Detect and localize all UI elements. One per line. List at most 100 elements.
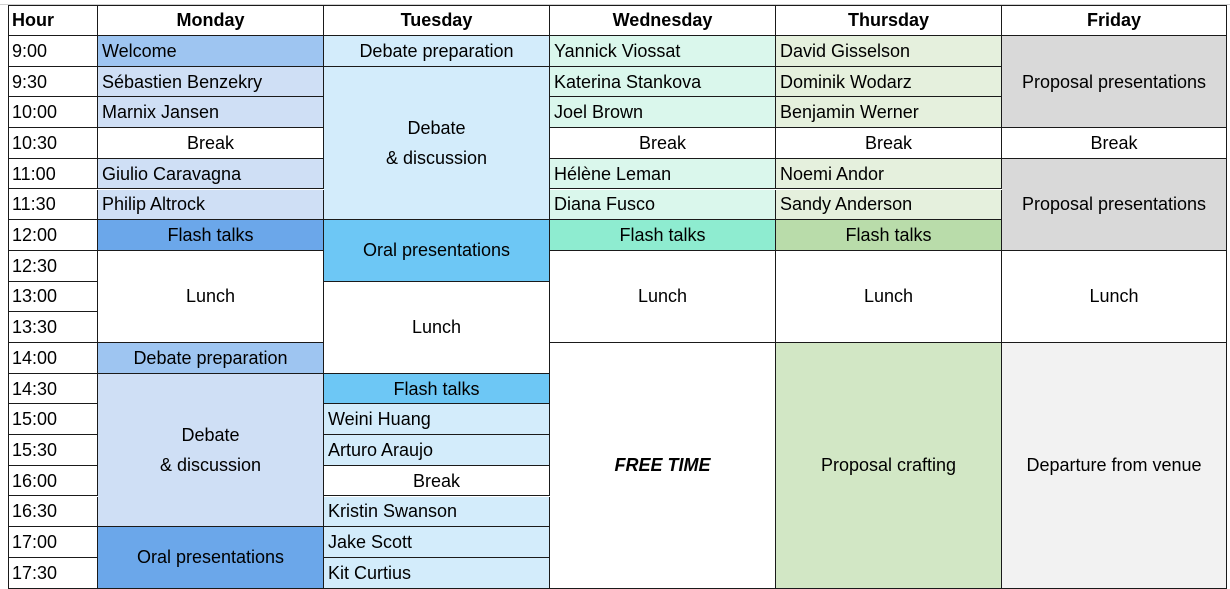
schedule-cell-tuesday-text: Debate preparation bbox=[359, 40, 514, 61]
schedule-cell-monday-text: Debate & discussion bbox=[159, 424, 262, 475]
schedule-cell-thursday[interactable]: David Gisselson bbox=[776, 36, 1002, 67]
schedule-cell-monday-text: Break bbox=[186, 132, 235, 153]
column-header-tuesday-text: Tuesday bbox=[400, 10, 473, 30]
frame-left-line bbox=[8, 5, 9, 589]
schedule-cell-tuesday[interactable]: Jake Scott bbox=[324, 527, 550, 558]
schedule-cell-wednesday-text: Lunch bbox=[637, 286, 688, 307]
schedule-cell-monday[interactable]: Marnix Jansen bbox=[98, 97, 324, 129]
schedule-cell-friday-text: Lunch bbox=[1089, 286, 1139, 307]
schedule-cell-tuesday[interactable]: Flash talks bbox=[324, 373, 550, 405]
schedule-cell-friday[interactable]: Proposal presentations bbox=[1002, 158, 1227, 251]
schedule-cell-monday[interactable]: Welcome bbox=[98, 36, 324, 67]
schedule-cell-friday[interactable]: Break bbox=[1002, 128, 1227, 159]
schedule-cell-tuesday-text: Flash talks bbox=[393, 378, 480, 399]
schedule-cell-wednesday[interactable]: Flash talks bbox=[550, 220, 776, 251]
schedule-cell-tuesday[interactable]: Kristin Swanson bbox=[324, 496, 550, 528]
schedule-cell-tuesday[interactable]: Kit Curtius bbox=[324, 557, 550, 589]
hour-label: 12:00 bbox=[8, 220, 98, 251]
schedule-cell-wednesday[interactable]: Hélène Leman bbox=[550, 158, 776, 190]
hour-label: 17:00 bbox=[8, 527, 98, 558]
schedule-cell-monday-text: Flash talks bbox=[167, 225, 254, 246]
schedule-cell-thursday[interactable]: Sandy Anderson bbox=[776, 189, 1002, 221]
schedule-cell-tuesday[interactable]: Break bbox=[324, 465, 550, 497]
schedule-cell-monday[interactable]: Sébastien Benzekry bbox=[98, 66, 324, 98]
schedule-cell-thursday-text: David Gisselson bbox=[780, 40, 911, 61]
column-header-thursday: Thursday bbox=[776, 5, 1002, 36]
schedule-cell-thursday-text: Flash talks bbox=[845, 225, 932, 246]
schedule-cell-wednesday[interactable]: Katerina Stankova bbox=[550, 66, 776, 98]
schedule-cell-thursday[interactable]: Break bbox=[776, 128, 1002, 159]
schedule-cell-tuesday[interactable]: Weini Huang bbox=[324, 404, 550, 436]
schedule-cell-monday-text: Marnix Jansen bbox=[102, 102, 220, 123]
hour-label: 9:00 bbox=[8, 36, 98, 67]
schedule-cell-monday[interactable]: Debate & discussion bbox=[98, 373, 324, 528]
hour-label-text: 16:30 bbox=[12, 501, 58, 522]
schedule-cell-thursday[interactable]: Dominik Wodarz bbox=[776, 66, 1002, 98]
schedule-cell-tuesday[interactable]: Debate preparation bbox=[324, 36, 550, 67]
schedule-cell-monday[interactable]: Lunch bbox=[98, 250, 324, 343]
hour-label-text: 10:30 bbox=[12, 132, 58, 153]
schedule-cell-thursday-text: Sandy Anderson bbox=[780, 194, 913, 215]
schedule-cell-wednesday[interactable]: Break bbox=[550, 128, 776, 159]
schedule-cell-thursday-text: Dominik Wodarz bbox=[780, 71, 912, 92]
schedule-cell-wednesday[interactable]: Diana Fusco bbox=[550, 189, 776, 221]
hour-label-text: 12:30 bbox=[12, 255, 58, 276]
schedule-cell-thursday[interactable]: Noemi Andor bbox=[776, 158, 1002, 190]
schedule-cell-wednesday[interactable]: Joel Brown bbox=[550, 97, 776, 129]
hour-label-text: 11:00 bbox=[12, 163, 56, 184]
schedule-cell-wednesday[interactable]: FREE TIME bbox=[550, 343, 776, 589]
hour-label-text: 17:00 bbox=[12, 532, 58, 553]
column-header-monday-text: Monday bbox=[176, 10, 245, 30]
schedule-cell-thursday[interactable]: Proposal crafting bbox=[776, 343, 1002, 589]
schedule-cell-tuesday-text: Lunch bbox=[411, 317, 462, 338]
schedule-cell-friday[interactable]: Proposal presentations bbox=[1002, 36, 1227, 129]
schedule-cell-wednesday-text: Katerina Stankova bbox=[554, 71, 702, 92]
hour-label: 15:00 bbox=[8, 404, 98, 436]
schedule-cell-monday[interactable]: Flash talks bbox=[98, 220, 324, 251]
schedule-cell-thursday[interactable]: Benjamin Werner bbox=[776, 97, 1002, 129]
schedule-cell-monday[interactable]: Philip Altrock bbox=[98, 189, 324, 221]
hour-label-text: 13:00 bbox=[12, 286, 58, 307]
schedule-cell-thursday[interactable]: Flash talks bbox=[776, 220, 1002, 251]
hour-label: 11:00 bbox=[8, 158, 98, 190]
schedule-cell-wednesday[interactable]: Lunch bbox=[550, 250, 776, 343]
schedule-cell-friday-text: Proposal presentations bbox=[1021, 194, 1207, 215]
hour-label-text: 13:30 bbox=[12, 317, 58, 338]
schedule-cell-tuesday-text: Kristin Swanson bbox=[328, 501, 458, 522]
hour-label-text: 15:00 bbox=[12, 409, 58, 430]
schedule-cell-thursday[interactable]: Lunch bbox=[776, 250, 1002, 343]
schedule-cell-wednesday-text: FREE TIME bbox=[614, 455, 711, 476]
hour-label: 17:30 bbox=[8, 557, 98, 589]
schedule-cell-wednesday-text: Hélène Leman bbox=[554, 163, 672, 184]
schedule-cell-wednesday-text: Flash talks bbox=[619, 225, 706, 246]
schedule-cell-monday[interactable]: Debate preparation bbox=[98, 343, 324, 374]
column-header-wednesday-text: Wednesday bbox=[612, 10, 713, 30]
hour-label: 9:30 bbox=[8, 66, 98, 98]
schedule-cell-thursday-text: Noemi Andor bbox=[780, 163, 885, 184]
schedule-cell-tuesday[interactable]: Debate & discussion bbox=[324, 66, 550, 221]
schedule-cell-tuesday[interactable]: Arturo Araujo bbox=[324, 435, 550, 466]
hour-label: 10:30 bbox=[8, 128, 98, 159]
hour-label: 14:30 bbox=[8, 373, 98, 405]
hour-label: 16:00 bbox=[8, 465, 98, 497]
schedule-cell-tuesday[interactable]: Lunch bbox=[324, 281, 550, 374]
schedule-cell-friday[interactable]: Lunch bbox=[1002, 250, 1227, 343]
schedule-cell-friday[interactable]: Departure from venue bbox=[1002, 343, 1227, 589]
frame-top-line bbox=[8, 5, 1227, 6]
schedule-cell-monday[interactable]: Giulio Caravagna bbox=[98, 158, 324, 190]
schedule-cell-tuesday-text: Kit Curtius bbox=[328, 562, 412, 583]
schedule-cell-monday-text: Lunch bbox=[185, 286, 236, 307]
schedule-cell-tuesday-text: Jake Scott bbox=[328, 532, 413, 553]
column-header-thursday-text: Thursday bbox=[847, 10, 930, 30]
schedule-cell-tuesday[interactable]: Oral presentations bbox=[324, 220, 550, 282]
schedule-cell-monday-text: Welcome bbox=[102, 40, 177, 61]
schedule-cell-monday[interactable]: Break bbox=[98, 128, 324, 159]
column-header-tuesday: Tuesday bbox=[324, 5, 550, 36]
hour-label: 12:30 bbox=[8, 250, 98, 282]
schedule-cell-thursday-text: Benjamin Werner bbox=[780, 102, 919, 123]
schedule-cell-monday[interactable]: Oral presentations bbox=[98, 527, 324, 589]
hour-label-text: 14:00 bbox=[12, 347, 58, 368]
schedule-cell-monday-text: Debate preparation bbox=[133, 347, 288, 368]
schedule-cell-wednesday[interactable]: Yannick Viossat bbox=[550, 36, 776, 67]
hour-label-text: 9:00 bbox=[12, 40, 48, 61]
